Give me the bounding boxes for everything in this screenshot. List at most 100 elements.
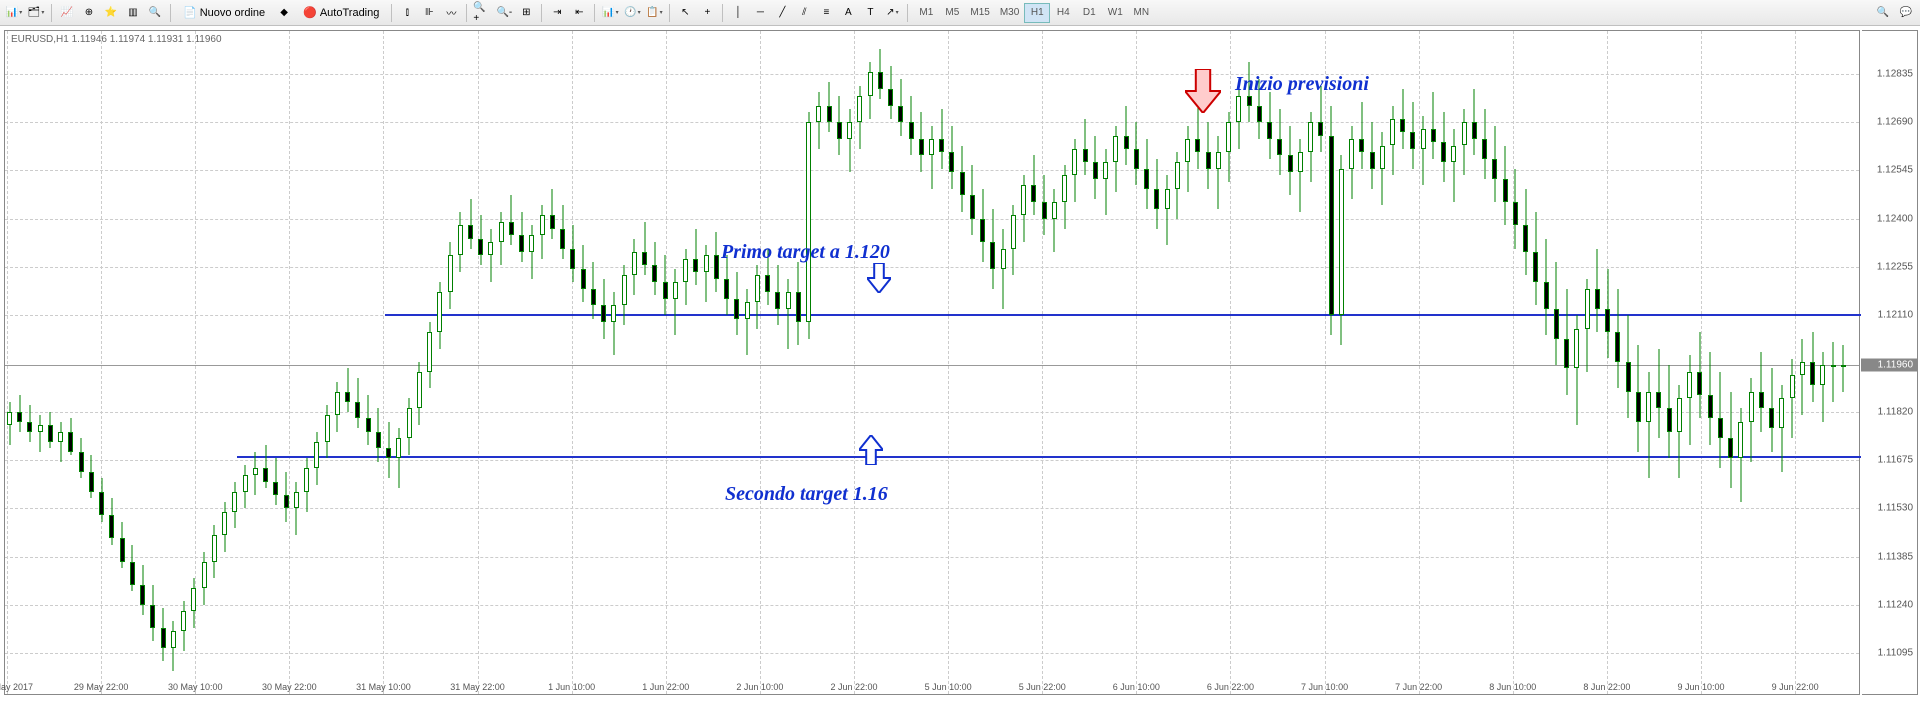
autoscroll-icon[interactable]: ⇤	[569, 3, 589, 23]
timeframe-mn[interactable]: MN	[1128, 3, 1154, 23]
arrow-down[interactable]	[1185, 69, 1221, 113]
timeframe-m30[interactable]: M30	[995, 3, 1024, 23]
timeframe-w1[interactable]: W1	[1102, 3, 1128, 23]
candle	[1421, 31, 1426, 696]
zoom-out-icon[interactable]: 🔍-	[494, 3, 514, 23]
candle	[1134, 31, 1139, 696]
zoom-in-icon[interactable]: 🔍+	[472, 3, 492, 23]
candle	[724, 31, 729, 696]
candle	[1718, 31, 1723, 696]
label-icon[interactable]: T	[860, 3, 880, 23]
line-chart-icon[interactable]: 〰	[441, 3, 461, 23]
profiles-icon[interactable]: 🗂▾	[26, 3, 46, 23]
candle	[1841, 31, 1846, 696]
candle	[232, 31, 237, 696]
data-window-icon[interactable]: ▥	[123, 3, 143, 23]
candle	[243, 31, 248, 696]
timeframe-m15[interactable]: M15	[965, 3, 994, 23]
bar-chart-icon[interactable]: ⫾	[397, 3, 417, 23]
candle	[642, 31, 647, 696]
candle	[1513, 31, 1518, 696]
candle	[1247, 31, 1252, 696]
candle	[601, 31, 606, 696]
templates-icon[interactable]: 📋▾	[644, 3, 664, 23]
annotation-inizio[interactable]: Inizio previsioni	[1235, 73, 1369, 96]
candlestick-icon[interactable]: ⊪	[419, 3, 439, 23]
shift-icon[interactable]: ⇥	[547, 3, 567, 23]
search-icon[interactable]: 🔍	[1873, 3, 1893, 23]
candle	[355, 31, 360, 696]
candle	[1308, 31, 1313, 696]
new-chart-icon[interactable]: 📊▾	[4, 3, 24, 23]
new-order-button[interactable]: 📄Nuovo ordine	[176, 3, 272, 23]
trendline-icon[interactable]: ╱	[772, 3, 792, 23]
candle	[806, 31, 811, 696]
crosshair-icon[interactable]: +	[697, 3, 717, 23]
candle	[683, 31, 688, 696]
timeframe-h4[interactable]: H4	[1050, 3, 1076, 23]
price-tick: 1.11530	[1878, 503, 1913, 514]
timeframe-m5[interactable]: M5	[939, 3, 965, 23]
candle	[1810, 31, 1815, 696]
candle	[1626, 31, 1631, 696]
navigator-icon[interactable]: ⊕	[79, 3, 99, 23]
price-tick: 1.12110	[1878, 310, 1913, 321]
tile-icon[interactable]: ⊞	[516, 3, 536, 23]
candle	[827, 31, 832, 696]
annotation-secondo[interactable]: Secondo target 1.16	[725, 483, 888, 506]
annotation-primo[interactable]: Primo target a 1.120	[721, 241, 890, 264]
arrow-up[interactable]	[859, 435, 883, 465]
chat-icon[interactable]: 💬	[1896, 3, 1916, 23]
candle	[960, 31, 965, 696]
candle	[745, 31, 750, 696]
strategy-tester-icon[interactable]: 🔍	[145, 3, 165, 23]
indicators-icon[interactable]: 📊▾	[600, 3, 620, 23]
candle	[1298, 31, 1303, 696]
candle	[693, 31, 698, 696]
candle	[417, 31, 422, 696]
cursor-icon[interactable]: ↖	[675, 3, 695, 23]
candle	[1359, 31, 1364, 696]
candle	[1144, 31, 1149, 696]
candle	[1400, 31, 1405, 696]
metatrader-icon[interactable]: ◆	[274, 3, 294, 23]
market-watch-icon[interactable]: 📈	[57, 3, 77, 23]
timeframe-m1[interactable]: M1	[913, 3, 939, 23]
vline-icon[interactable]: │	[728, 3, 748, 23]
candle	[1574, 31, 1579, 696]
candle	[1195, 31, 1200, 696]
candle	[1523, 31, 1528, 696]
candle	[325, 31, 330, 696]
periods-icon[interactable]: 🕐▾	[622, 3, 642, 23]
candle	[38, 31, 43, 696]
candle	[161, 31, 166, 696]
candle	[335, 31, 340, 696]
fibo-icon[interactable]: ≡	[816, 3, 836, 23]
candle	[1687, 31, 1692, 696]
chart-canvas[interactable]: EURUSD,H1 1.11946 1.11974 1.11931 1.1196…	[4, 30, 1860, 695]
candle	[1052, 31, 1057, 696]
candle	[150, 31, 155, 696]
price-tick: 1.12545	[1877, 165, 1913, 176]
text-icon[interactable]: A	[838, 3, 858, 23]
timeframe-h1[interactable]: H1	[1024, 3, 1050, 23]
arrow-down[interactable]	[867, 263, 891, 293]
candle	[468, 31, 473, 696]
hline-icon[interactable]: ─	[750, 3, 770, 23]
candle	[48, 31, 53, 696]
candle	[1093, 31, 1098, 696]
candle	[284, 31, 289, 696]
terminal-icon[interactable]: ⭐	[101, 3, 121, 23]
candle	[1216, 31, 1221, 696]
autotrading-button[interactable]: 🔴AutoTrading	[296, 3, 386, 23]
candle	[1072, 31, 1077, 696]
arrows-icon[interactable]: ↗▾	[882, 3, 902, 23]
candle	[222, 31, 227, 696]
channel-icon[interactable]: ⫽	[794, 3, 814, 23]
candle	[345, 31, 350, 696]
candle	[1749, 31, 1754, 696]
timeframe-d1[interactable]: D1	[1076, 3, 1102, 23]
price-tick: 1.12690	[1877, 117, 1913, 128]
candle	[622, 31, 627, 696]
candle	[1697, 31, 1702, 696]
